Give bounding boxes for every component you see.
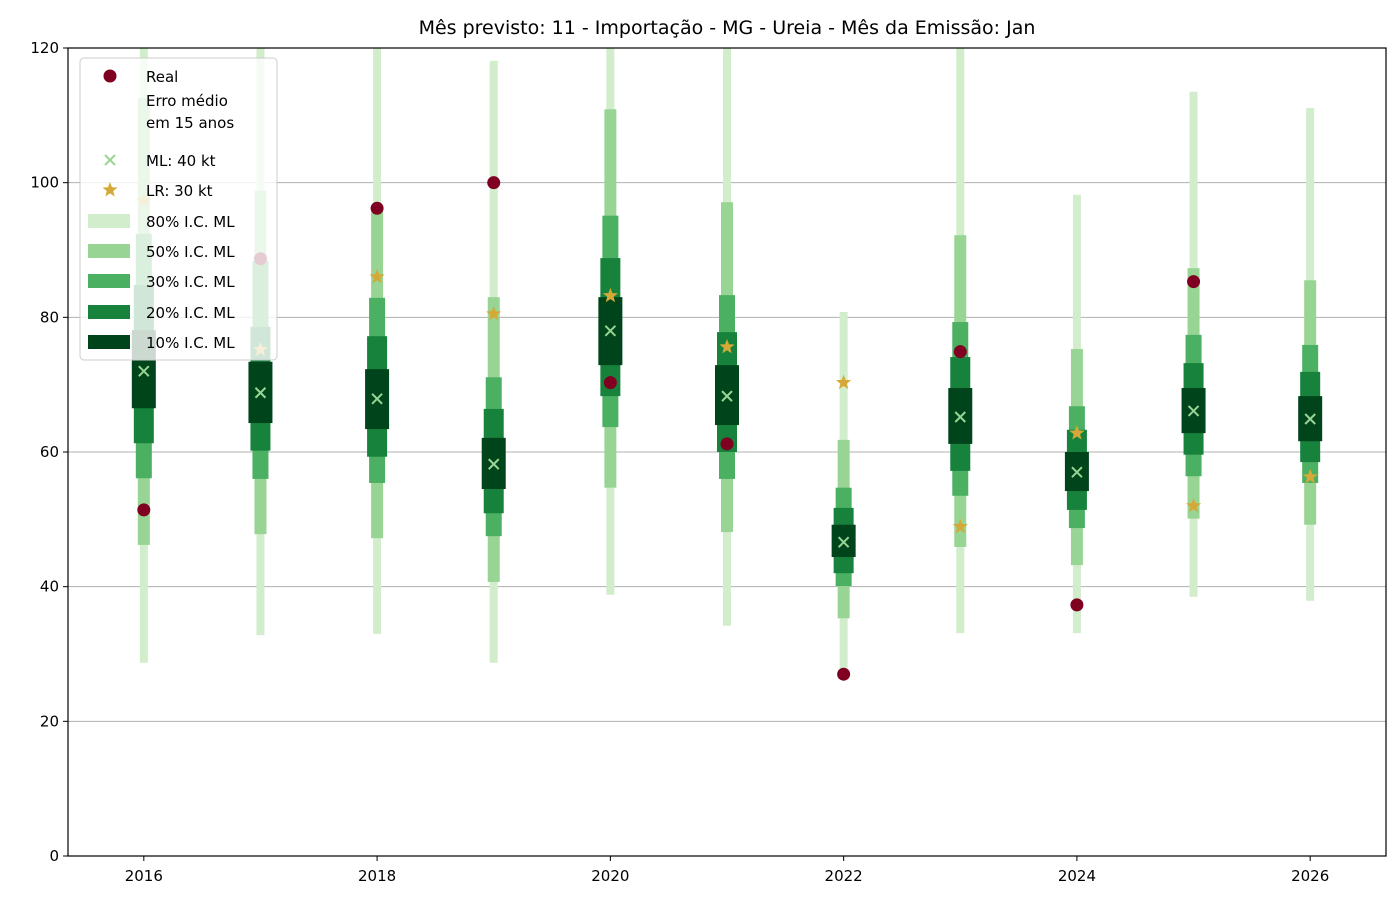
legend-label: ML: 40 kt <box>146 152 216 170</box>
lr-point <box>1302 468 1318 484</box>
ml-point <box>837 536 850 548</box>
lr-point <box>369 268 385 284</box>
x-tick-label: 2026 <box>1291 867 1329 885</box>
real-point <box>487 176 501 190</box>
lr-point <box>486 306 502 321</box>
lr-point <box>836 374 852 390</box>
lr-point <box>602 287 618 303</box>
ml-point <box>1304 413 1316 425</box>
ml-point <box>138 365 150 377</box>
legend-label: 20% I.C. ML <box>146 304 235 322</box>
legend-label: 80% I.C. ML <box>146 213 235 231</box>
legend-ci20-swatch <box>88 305 130 319</box>
lr-point <box>952 518 968 534</box>
y-tick-label: 60 <box>40 443 59 461</box>
y-tick-label: 40 <box>40 578 59 596</box>
y-tick-label: 20 <box>40 712 59 730</box>
ml-point <box>604 325 617 337</box>
ml-point <box>1071 466 1083 478</box>
legend-label-line: em 15 anos <box>146 114 234 132</box>
y-tick-label: 80 <box>40 308 59 326</box>
real-point <box>953 345 967 359</box>
ml-point <box>371 393 383 405</box>
legend-label-line: Erro médio <box>146 92 228 110</box>
legend-ci50-swatch <box>88 244 130 258</box>
chart-title: Mês previsto: 11 - Importação - MG - Ure… <box>419 17 1036 39</box>
ml-point <box>488 458 500 470</box>
real-point <box>720 437 734 451</box>
real-point <box>370 201 384 215</box>
legend-label: 50% I.C. ML <box>146 243 235 261</box>
legend-ml-marker <box>104 154 116 166</box>
legend-real-marker <box>103 69 117 83</box>
x-tick-label: 2024 <box>1058 867 1096 885</box>
legend-label: 30% I.C. ML <box>146 273 235 291</box>
real-point <box>837 667 851 681</box>
lr-point <box>1185 497 1202 513</box>
legend: Real Erro médio em 15 anos ML: 40 kt LR: 30 … <box>79 57 278 361</box>
y-tick-label: 120 <box>30 39 59 57</box>
x-tick-label: 2022 <box>825 867 863 885</box>
legend-ci10-swatch <box>88 335 130 349</box>
x-tick-label: 2016 <box>125 867 163 885</box>
ml-point <box>954 411 966 423</box>
legend-label: Erro médio em 15 anos <box>146 92 234 132</box>
real-point <box>603 376 617 390</box>
y-tick-label: 100 <box>30 174 59 192</box>
legend-label: LR: 30 kt <box>146 182 213 200</box>
ml-point <box>254 387 267 399</box>
lr-point <box>1069 425 1085 440</box>
legend-ci30-swatch <box>88 274 130 288</box>
ml-point <box>1187 405 1200 417</box>
legend-ci80-swatch <box>88 214 130 228</box>
x-tick-label: 2018 <box>358 867 396 885</box>
legend-label: Real <box>146 68 178 86</box>
legend-label: 10% I.C. ML <box>146 334 235 352</box>
real-point <box>1187 275 1201 289</box>
x-tick-label: 2020 <box>591 867 629 885</box>
real-point <box>137 503 151 517</box>
legend-lr-marker <box>102 182 118 197</box>
real-point <box>1070 598 1084 612</box>
y-tick-label: 0 <box>49 847 59 865</box>
lr-point <box>719 339 735 354</box>
ml-point <box>721 390 733 402</box>
